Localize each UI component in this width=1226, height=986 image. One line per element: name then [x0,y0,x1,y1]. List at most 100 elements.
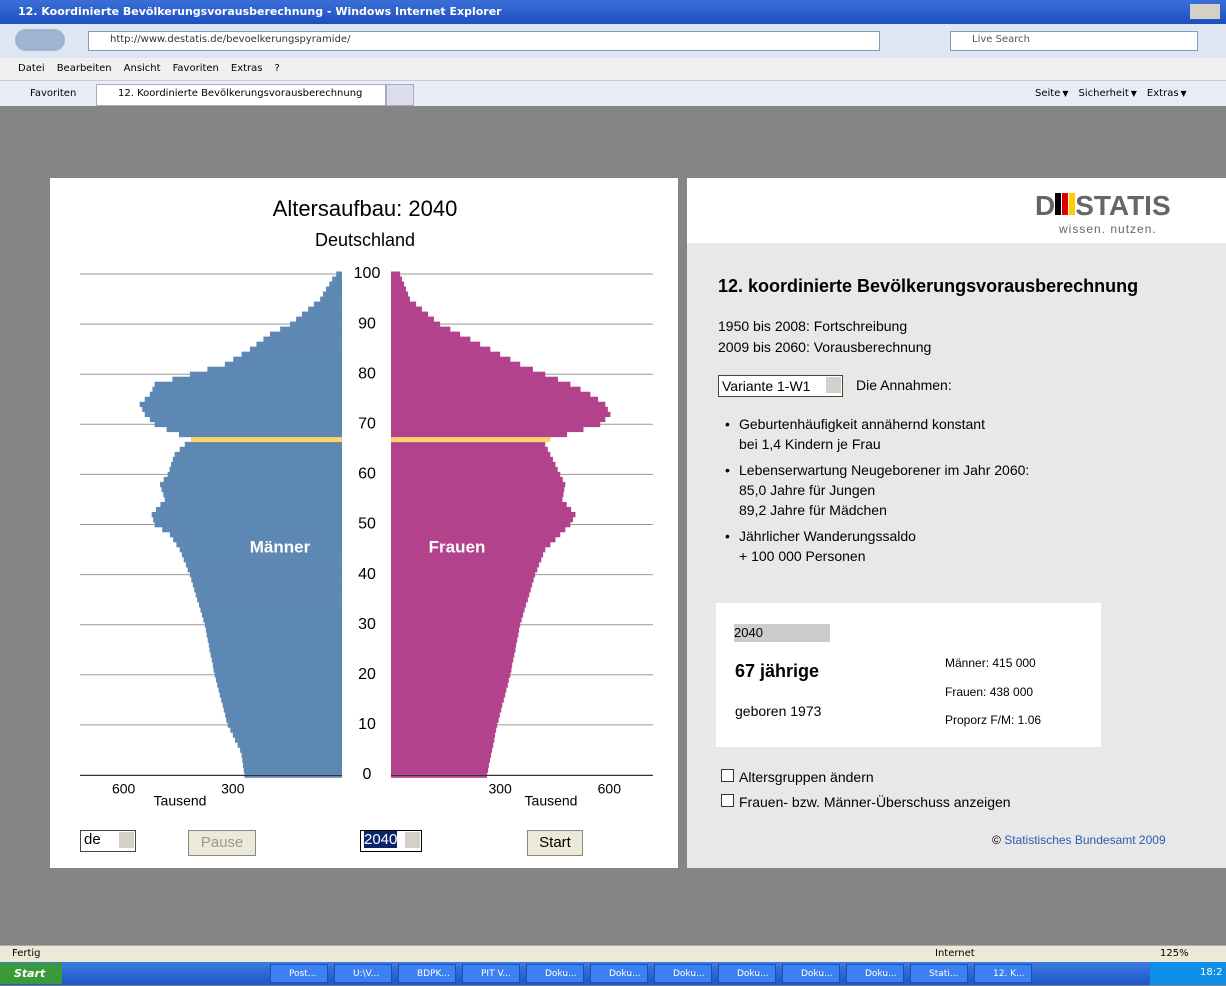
bar [391,357,510,362]
bar [233,357,342,362]
region-select[interactable]: de [80,830,136,852]
task-item[interactable]: Doku... [846,964,904,983]
bar [190,372,342,377]
zoom[interactable]: 125% [1160,948,1189,959]
bar [391,472,560,477]
task-item[interactable]: Doku... [590,964,648,983]
period: 2009 bis 2060: Vorausberechnung [718,339,931,355]
bar [391,617,522,622]
toolbar-item[interactable]: Sicherheit [1079,88,1129,99]
pause-button[interactable]: Pause [188,830,256,856]
start-button[interactable]: Start [527,830,583,856]
bar [391,312,428,317]
assumption: •Geburtenhäufigkeit annähernd konstantbe… [739,414,1029,454]
bar [142,407,342,412]
page: 12. Koordinierte Bevölkerungsvorausberec… [0,0,1226,985]
bar [211,652,342,657]
toolbar-item[interactable]: Extras [1147,88,1179,99]
assumption-line: Geburtenhäufigkeit annähernd konstant [739,414,1029,434]
task-item[interactable]: Post... [270,964,328,983]
bar [391,327,450,332]
menu-item[interactable]: Ansicht [124,63,161,74]
checkbox[interactable] [721,794,734,807]
task-item[interactable]: U:\V... [334,964,392,983]
bar [391,692,505,697]
box-men: Männer: 415 000 [945,656,1036,670]
bar [391,367,533,372]
favorites[interactable]: Favoriten [30,88,76,99]
bar [184,557,342,562]
bar [391,297,410,302]
age-tick-label: 80 [358,365,376,382]
bar [391,562,539,567]
bar [155,422,342,427]
bar [156,507,342,512]
task-item[interactable]: Doku... [718,964,776,983]
bar [391,602,526,607]
bar [240,747,342,752]
nav-buttons[interactable] [15,29,65,51]
bar [391,572,535,577]
bar [391,717,499,722]
chart-panel: Altersaufbau: 2040 Deutschland 010203040… [50,178,678,868]
menu-item[interactable]: ? [275,63,280,74]
task-item[interactable]: PIT V... [462,964,520,983]
menu-item[interactable]: Datei [18,63,45,74]
checkbox[interactable] [721,769,734,782]
year-select[interactable]: 2040 [360,830,422,852]
bar [391,282,404,287]
bar [162,487,342,492]
clock: 18:2 [1200,967,1222,978]
year: 2040 [364,831,397,848]
task-item[interactable]: Doku... [654,964,712,983]
menu-item[interactable]: Favoriten [173,63,219,74]
bar [391,512,575,517]
heading: 12. koordinierte Bevölkerungsvorausberec… [718,276,1138,297]
bar [391,492,563,497]
start-button[interactable]: Start [0,963,62,984]
new-tab[interactable] [386,84,414,106]
bar [391,407,608,412]
task-item[interactable]: Doku... [526,964,584,983]
option: Frauen- bzw. Männer-Überschuss anzeigen [739,794,1011,810]
bar [391,597,528,602]
menu-item[interactable]: Extras [231,63,263,74]
copyright-link[interactable]: Statistisches Bundesamt 2009 [1004,833,1165,847]
bar [391,387,581,392]
window-buttons[interactable] [1190,4,1220,19]
bar [391,652,514,657]
task-item[interactable]: Doku... [782,964,840,983]
bar [212,657,342,662]
bar [391,697,504,702]
value-tick-label: 600 [112,781,136,797]
bar [391,372,545,377]
age-tick-label: 30 [358,616,376,633]
bar [391,352,500,357]
bar [391,322,440,327]
bar [238,742,342,747]
assumption: •Lebenserwartung Neugeborener im Jahr 20… [739,460,1029,520]
dropdown-arrow: ▼ [1181,89,1187,98]
bar [391,517,573,522]
bar [230,727,342,732]
task-item[interactable]: Stati... [910,964,968,983]
bar [391,677,509,682]
task-item[interactable]: 12. K... [974,964,1032,983]
bar [391,747,492,752]
bar [391,362,520,367]
task-item[interactable]: BDPK... [398,964,456,983]
assumption-line: Lebenserwartung Neugeborener im Jahr 206… [739,460,1029,480]
bar [224,707,342,712]
bar [190,572,342,577]
bar [391,502,567,507]
menu-item[interactable]: Bearbeiten [57,63,112,74]
bar [391,427,583,432]
toolbar-item[interactable]: Seite [1035,88,1060,99]
variant-select[interactable]: Variante 1-W1 [718,375,843,397]
bar [228,722,342,727]
bar [391,752,491,757]
bar [164,477,342,482]
age-tick-label: 20 [358,666,376,683]
chart: Altersaufbau: 2040 Deutschland 010203040… [50,178,678,868]
bar [191,577,342,582]
